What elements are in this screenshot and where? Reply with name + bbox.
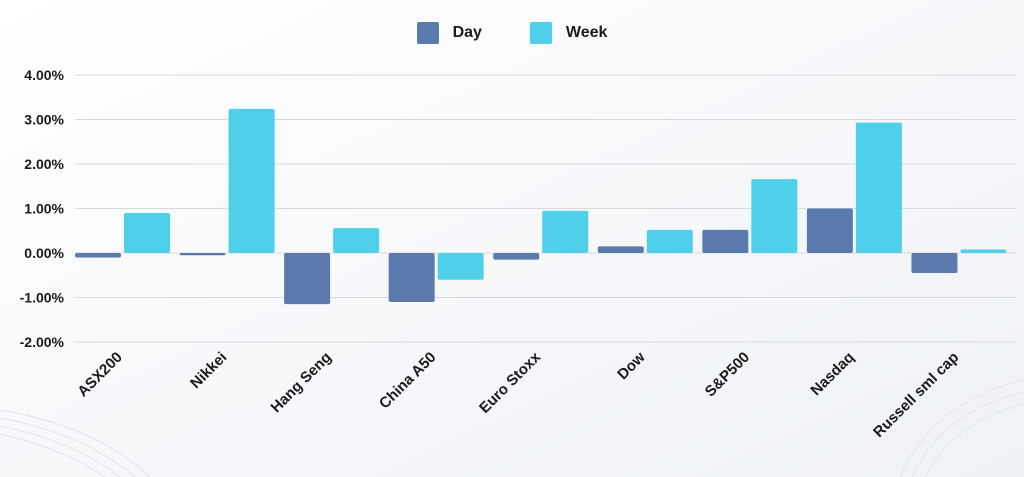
bar-day: [388, 253, 435, 302]
bars: [75, 108, 1007, 305]
bar-week: [960, 249, 1007, 253]
background-waves: [0, 379, 1024, 477]
bar-day: [702, 229, 749, 253]
bar-week: [751, 179, 798, 253]
legend-label-day: Day: [452, 24, 482, 41]
bar-day: [75, 253, 121, 258]
bar-day: [284, 253, 331, 305]
bar-week: [542, 210, 589, 253]
y-tick-label: 4.00%: [24, 67, 64, 83]
bar-week: [855, 122, 902, 254]
bar-week: [437, 253, 484, 280]
legend-item-week: Week: [529, 22, 608, 44]
y-tick-label: -1.00%: [20, 290, 65, 306]
bar-day: [597, 246, 644, 253]
bar-day: [806, 208, 853, 253]
legend-item-day: Day: [416, 22, 482, 44]
bar-week: [646, 229, 693, 253]
y-tick-label: -2.00%: [20, 334, 65, 350]
y-tick-label: 1.00%: [24, 201, 64, 217]
y-tick-label: 2.00%: [24, 156, 64, 172]
y-axis: 4.00% 3.00% 2.00% 1.00% 0.00% -1.00% -2.00%: [20, 67, 65, 350]
y-tick-label: 0.00%: [24, 245, 64, 261]
bar-day: [493, 253, 540, 260]
legend-swatch-day: [416, 22, 439, 44]
y-tick-label: 3.00%: [24, 112, 64, 128]
bar-week: [333, 228, 380, 253]
bar-day: [179, 253, 226, 256]
bar-week: [228, 108, 275, 253]
legend: Day Week: [0, 22, 1024, 44]
legend-swatch-week: [529, 22, 552, 44]
bar-day: [911, 253, 958, 274]
bar-week: [124, 212, 170, 253]
legend-label-week: Week: [565, 24, 608, 41]
